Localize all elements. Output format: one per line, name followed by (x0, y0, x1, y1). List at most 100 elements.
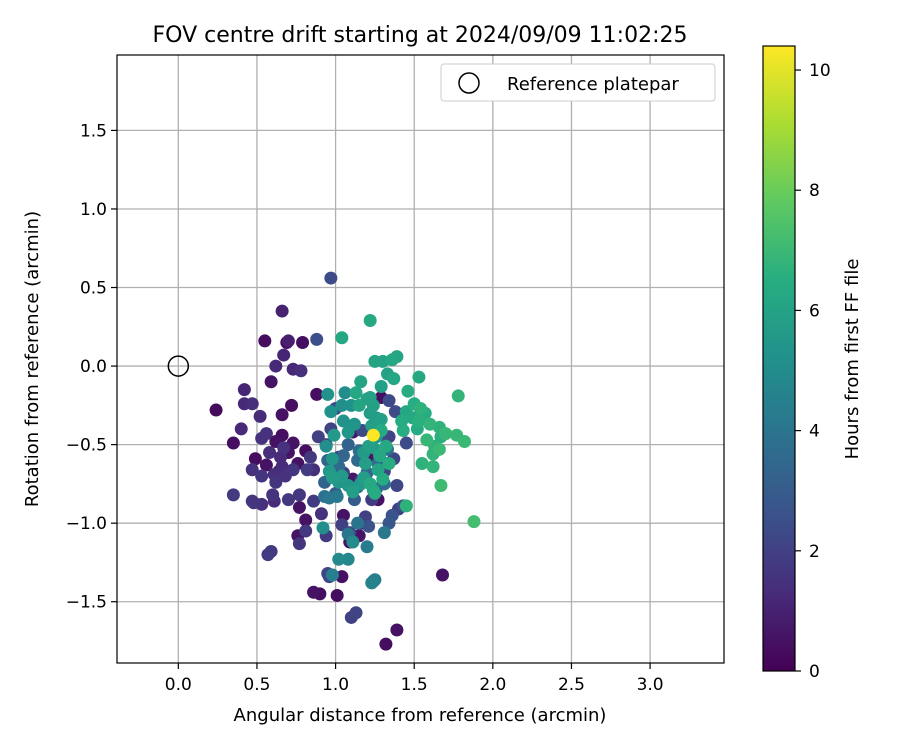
legend-box (440, 63, 716, 102)
data-point (434, 478, 448, 492)
data-point (292, 537, 306, 551)
data-point (264, 375, 278, 389)
data-point (275, 408, 289, 422)
data-point (294, 364, 308, 378)
data-point (314, 507, 328, 521)
data-point (426, 460, 440, 474)
y-tick-label: 1.0 (80, 200, 107, 220)
data-point (335, 518, 349, 532)
data-point (458, 434, 472, 448)
y-tick-label: −0.5 (66, 436, 107, 456)
data-point (327, 428, 341, 442)
data-point (336, 449, 350, 463)
data-point (368, 354, 382, 368)
data-point (366, 428, 380, 442)
data-point (275, 304, 289, 318)
legend-entry-reference: Reference platepar (507, 74, 679, 95)
colorbar-label: Hours from first FF file (842, 259, 863, 460)
legend: Reference platepar (440, 63, 716, 102)
data-point (299, 513, 313, 527)
data-point (362, 519, 376, 533)
x-axis-label: Angular distance from reference (arcmin) (234, 705, 607, 726)
data-point (363, 314, 377, 328)
data-point (346, 535, 360, 549)
data-point (255, 469, 269, 483)
data-point (247, 496, 261, 510)
y-tick-label: 0.0 (80, 357, 107, 377)
data-point (324, 405, 338, 419)
data-point (351, 516, 365, 530)
data-point (321, 387, 335, 401)
data-point (387, 372, 401, 386)
data-point (439, 427, 453, 441)
data-point (330, 588, 344, 602)
data-point (310, 332, 324, 346)
y-tick-label: 1.5 (80, 121, 107, 141)
data-point (316, 521, 330, 535)
chart-title: FOV centre drift starting at 2024/09/09 … (153, 23, 688, 48)
data-point (237, 383, 251, 397)
data-point (259, 427, 273, 441)
data-point (346, 485, 360, 499)
data-point (436, 568, 450, 582)
data-point (412, 370, 426, 384)
data-point (341, 552, 355, 566)
colorbar-gradient (762, 45, 796, 672)
colorbar-ticks: 0 2 4 6 8 10 (795, 61, 831, 682)
data-point (385, 353, 399, 367)
data-point (423, 417, 437, 431)
data-point (354, 375, 368, 389)
data-point (362, 439, 376, 453)
data-point (412, 414, 426, 428)
data-point (352, 398, 366, 412)
data-point (307, 585, 321, 599)
colorbar-tick-label: 2 (809, 542, 820, 562)
data-point (349, 606, 363, 620)
data-point (365, 576, 379, 590)
data-point (277, 441, 291, 455)
data-point (374, 379, 388, 393)
data-point (234, 422, 248, 436)
data-point (332, 552, 346, 566)
colorbar-tick-label: 10 (809, 61, 831, 81)
data-point (399, 436, 413, 450)
data-point (259, 458, 273, 472)
data-point (299, 524, 313, 538)
y-tick-label: −1.5 (66, 593, 107, 613)
data-point (363, 390, 377, 404)
data-point (382, 456, 396, 470)
data-point (415, 456, 429, 470)
data-point (335, 331, 349, 345)
colorbar: 0 2 4 6 8 10 Hours from first FF file (762, 45, 863, 682)
data-point (245, 463, 259, 477)
data-point (432, 442, 446, 456)
data-point (349, 386, 363, 400)
data-point (390, 623, 404, 637)
data-point (420, 433, 434, 447)
reference-point-marker (167, 355, 190, 377)
data-point (325, 452, 339, 466)
data-point (374, 412, 388, 426)
colorbar-tick-label: 0 (809, 662, 820, 682)
data-point (338, 386, 352, 400)
data-point (303, 450, 317, 464)
data-point (226, 436, 240, 450)
data-point (376, 472, 390, 486)
data-point (245, 397, 259, 411)
data-point (292, 500, 306, 514)
data-point (467, 515, 481, 529)
data-point (286, 463, 300, 477)
data-point (341, 425, 355, 439)
data-point (373, 449, 387, 463)
data-point (248, 452, 262, 466)
data-point (414, 401, 427, 415)
data-point (390, 478, 404, 492)
data-point (379, 637, 393, 651)
data-point (258, 334, 272, 348)
data-point (281, 493, 295, 507)
legend-reference-marker-icon (458, 72, 480, 94)
data-point (336, 414, 350, 428)
x-axis-ticks: 0.0 0.5 1.0 1.5 2.0 2.5 3.0 (165, 663, 664, 695)
reference-marker-group (167, 355, 190, 377)
